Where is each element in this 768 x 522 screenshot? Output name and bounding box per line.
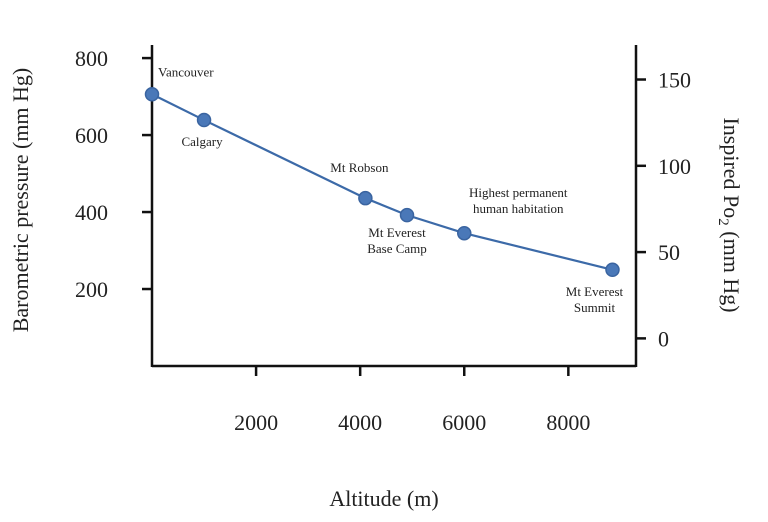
data-point xyxy=(399,207,415,223)
annotation-line: Mt Everest xyxy=(368,225,426,240)
y-right-tick-label: 150 xyxy=(658,68,691,93)
data-point xyxy=(358,190,373,206)
data-point xyxy=(605,262,620,278)
x-tick-label: 6000 xyxy=(442,410,486,435)
y-axis-label: Barometric pressure (mm Hg) xyxy=(8,68,33,333)
y-tick-label: 400 xyxy=(75,200,108,225)
annotation-line: Calgary xyxy=(181,134,223,149)
x-tick-label: 4000 xyxy=(338,410,382,435)
y-right-tick-label: 100 xyxy=(658,154,691,179)
y-axis-right-label: Inspired Po2 (mm Hg) xyxy=(715,117,744,312)
y-tick-label: 600 xyxy=(75,123,108,148)
point-annotation: Mt Everest Summit xyxy=(566,284,624,315)
y-tick-label: 200 xyxy=(75,277,108,302)
data-point xyxy=(457,225,472,241)
annotation-line: Mt Robson xyxy=(330,160,389,175)
y-right-tick-label: 50 xyxy=(658,240,680,265)
point-annotation: Highest permanent human habitation xyxy=(469,185,568,216)
annotation-line: Mt Everest xyxy=(566,284,624,299)
annotation-line: Vancouver xyxy=(158,64,214,79)
x-tick-label: 2000 xyxy=(234,410,278,435)
x-tick-label: 8000 xyxy=(546,410,590,435)
y-tick-label: 800 xyxy=(75,46,108,71)
point-annotation: Mt Robson xyxy=(330,160,389,175)
point-annotation: Mt Everest Base Camp xyxy=(367,225,427,256)
series-line xyxy=(151,93,613,271)
annotation-line: Base Camp xyxy=(367,241,427,256)
annotation-line: human habitation xyxy=(473,201,564,216)
x-axis-label: Altitude (m) xyxy=(329,486,438,511)
point-annotation: Vancouver xyxy=(158,64,214,79)
annotation-line: Summit xyxy=(574,300,616,315)
y-right-tick-label: 0 xyxy=(658,326,669,351)
annotation-line: Highest permanent xyxy=(469,185,568,200)
data-point xyxy=(196,112,212,128)
point-annotation: Calgary xyxy=(181,134,223,149)
data-point xyxy=(144,87,160,102)
